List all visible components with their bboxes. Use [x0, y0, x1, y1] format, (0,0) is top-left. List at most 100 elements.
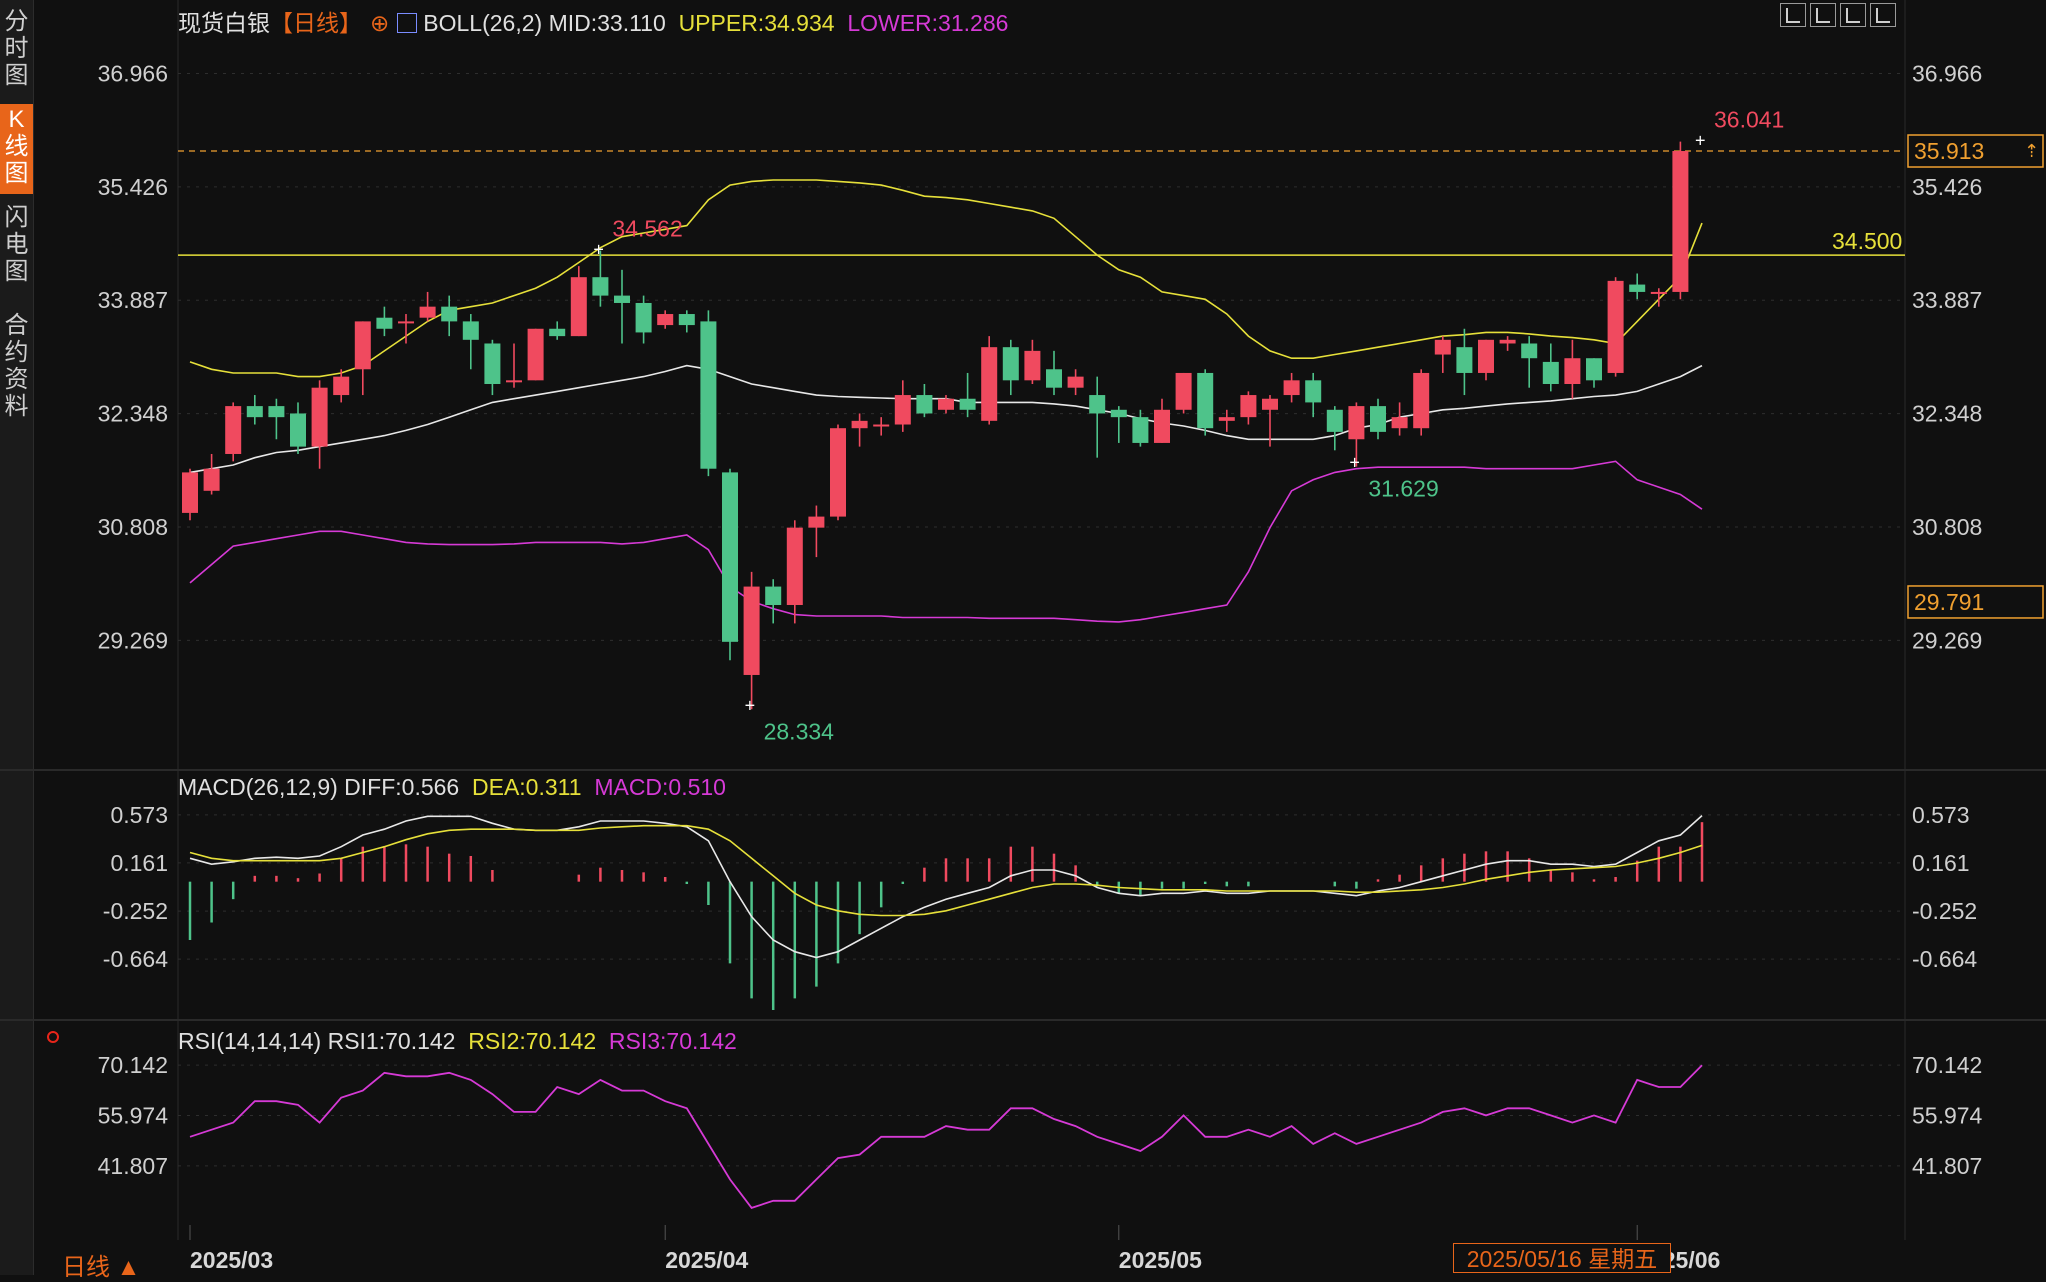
rsi1-label: RSI1:70.142 — [327, 1028, 456, 1054]
candle-body — [851, 420, 868, 429]
candle-body — [1348, 406, 1365, 440]
candle-body — [1110, 409, 1127, 418]
candle-body — [1672, 151, 1689, 292]
settings-icon[interactable]: ⊕ — [370, 10, 390, 36]
candle-body — [678, 314, 695, 326]
candle-body — [1240, 395, 1257, 418]
chart-icon[interactable] — [1870, 3, 1896, 27]
price-tag-box — [1907, 585, 2044, 619]
candle-body — [1370, 406, 1386, 432]
rsi-header: RSI(14,14,14) RSI1:70.142 RSI2:70.142 RS… — [178, 1028, 737, 1055]
macd-dea-label: DEA:0.311 — [472, 774, 582, 800]
candle-body — [203, 468, 220, 491]
chart-header: 现货白银【日线】 ⊕ BOLL(26,2) MID:33.110 UPPER:34.… — [178, 4, 1008, 38]
candle-body — [182, 472, 198, 513]
macd-diff-line — [189, 815, 1703, 959]
macd-tick-label-left: -0.664 — [103, 946, 168, 972]
tab-time-share[interactable]: 分时图 — [4, 8, 29, 89]
candle-body — [1391, 417, 1408, 429]
rsi-tick-label-right: 41.807 — [1912, 1153, 1982, 1179]
candle-body — [1283, 380, 1300, 396]
rsi-pane-marker-icon — [47, 1031, 59, 1043]
boll-upper-line — [189, 179, 1703, 378]
candle-body — [1197, 372, 1214, 429]
candle-body — [1175, 372, 1192, 410]
candle-body — [419, 306, 436, 318]
candle-body — [1456, 347, 1473, 373]
candle-body — [1024, 350, 1041, 381]
kline-tick-label-right: 29.269 — [1912, 627, 1982, 653]
candle-body — [1499, 339, 1516, 344]
candle-body — [830, 428, 846, 517]
kline-tick-label-right: 30.808 — [1912, 514, 1982, 540]
kline-icon[interactable] — [1810, 3, 1836, 27]
kline-tick-label-right: 35.426 — [1912, 174, 1982, 200]
candle-body — [246, 406, 263, 418]
x-tick-label: 2025/04 — [665, 1247, 748, 1273]
candle-body — [1262, 398, 1278, 410]
kline-tick-label-left: 35.426 — [98, 174, 168, 200]
kline-tick-label-right: 36.966 — [1912, 60, 1982, 86]
candle-body — [398, 321, 414, 324]
indicator-icon[interactable] — [397, 13, 418, 33]
candle-body — [592, 277, 609, 296]
candle-body — [1305, 380, 1322, 403]
candle-body — [981, 347, 998, 421]
kline-tick-label-right: 32.348 — [1912, 401, 1982, 427]
candle-body — [1564, 358, 1581, 385]
extreme-marker: + — [1695, 131, 1706, 151]
extreme-value-label: 28.334 — [764, 718, 835, 744]
tab-flash-chart[interactable]: 闪电图 — [4, 204, 29, 285]
extreme-marker: + — [1349, 453, 1360, 473]
kline-tick-label-left: 30.808 — [98, 514, 168, 540]
macd-value-label: MACD:0.510 — [594, 774, 726, 800]
candle-body — [1132, 417, 1149, 443]
candle-body — [808, 516, 825, 528]
macd-header: MACD(26,12,9) DIFF:0.566 DEA:0.311 MACD:… — [178, 774, 726, 801]
price-arrow-icon: ⇡ — [2024, 141, 2039, 162]
candle-body — [1326, 409, 1343, 432]
kline-tick-label-left: 36.966 — [98, 60, 168, 86]
candle-body — [333, 376, 350, 396]
candle-body — [700, 321, 717, 469]
kline-tick-label-left: 29.269 — [98, 627, 168, 653]
candle-body — [722, 472, 738, 642]
candle-body — [311, 387, 328, 447]
tab-contract-info[interactable]: 合约资料 — [4, 312, 29, 420]
bar-icon[interactable] — [1840, 3, 1866, 27]
period-selector[interactable]: 日线 ▲ — [62, 1254, 141, 1281]
kline-tick-label-left: 32.348 — [98, 401, 168, 427]
tab-kline[interactable]: K线图 — [0, 104, 33, 194]
candle-body — [441, 306, 458, 322]
candle-body — [765, 586, 782, 605]
candle-body — [614, 295, 630, 303]
kline-tick-label-left: 33.887 — [98, 287, 168, 313]
candle-body — [462, 321, 479, 340]
boll-name: BOLL(26,2) — [423, 10, 543, 36]
boll-mid-line — [189, 364, 1703, 474]
candle-body — [657, 314, 674, 326]
candle-body — [549, 328, 566, 337]
candle-body — [916, 395, 933, 414]
boll-mid-label: MID:33.110 — [548, 10, 666, 36]
rsi-line — [189, 1064, 1703, 1209]
crosshair-icon[interactable] — [1780, 3, 1806, 27]
macd-tick-label-left: 0.161 — [110, 850, 168, 876]
candle-body — [894, 395, 911, 425]
macd-tick-label-left: -0.252 — [103, 898, 168, 924]
candle-body — [1067, 376, 1084, 388]
candle-body — [484, 343, 501, 385]
candle-body — [290, 413, 306, 447]
macd-tick-label-right: 0.573 — [1912, 802, 1970, 828]
candle-body — [959, 398, 976, 410]
candle-body — [506, 380, 522, 383]
macd-title: MACD(26,12,9) — [178, 774, 338, 800]
candle-body — [786, 527, 803, 605]
x-tick-label: 2025/05 — [1119, 1247, 1202, 1273]
candle-body — [1607, 280, 1624, 373]
extreme-marker: + — [745, 695, 756, 715]
macd-tick-label-right: -0.664 — [1912, 946, 1977, 972]
period-tag: 【日线】 — [270, 10, 362, 36]
candle-body — [1629, 284, 1646, 292]
